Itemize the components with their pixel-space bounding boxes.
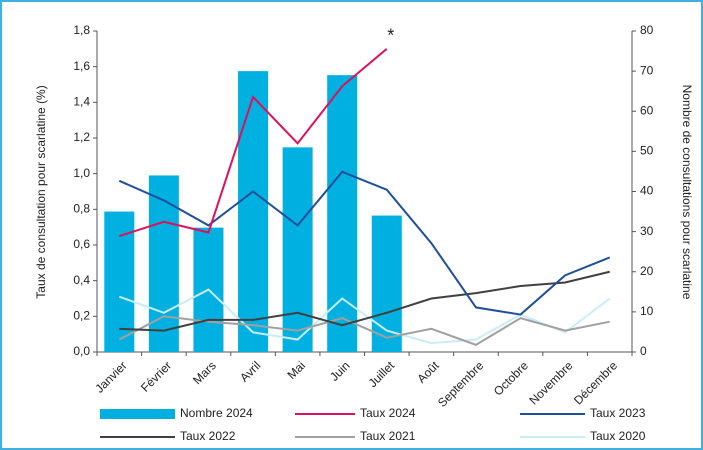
y2-tick-label: 50: [640, 144, 654, 158]
legend-swatch: [100, 409, 175, 419]
bar: [371, 215, 402, 352]
y2-tick-label: 0: [640, 344, 647, 358]
annotation: *: [387, 26, 394, 46]
line: [118, 48, 388, 238]
y-tick-label: 0,4: [73, 273, 90, 287]
y2-tick-label: 10: [640, 304, 654, 318]
bar: [148, 175, 179, 352]
bar: [238, 71, 269, 352]
bar: [282, 147, 313, 352]
line: [118, 170, 611, 316]
y2-tick-label: 20: [640, 264, 654, 278]
y-axis-title: Taux de consultation pour scarlatine (%): [34, 85, 48, 298]
y2-tick-label: 40: [640, 184, 654, 198]
y-tick-label: 0,0: [73, 344, 90, 358]
legend-label: Taux 2022: [180, 429, 236, 443]
legend-label: Taux 2024: [360, 406, 416, 420]
y-tick-label: 0,2: [73, 309, 90, 323]
bar: [327, 75, 358, 352]
y2-tick-label: 70: [640, 63, 654, 77]
y-tick-label: 0,8: [73, 202, 90, 216]
y-tick-label: 1,2: [73, 130, 90, 144]
y2-axis-title: Nombre de consultations pour scarlatine: [680, 85, 694, 300]
y-tick-label: 1,6: [73, 59, 90, 73]
legend-label: Nombre 2024: [180, 406, 253, 420]
y2-tick-label: 30: [640, 224, 654, 238]
legend-label: Taux 2023: [590, 406, 646, 420]
y-tick-label: 0,6: [73, 237, 90, 251]
line: [118, 288, 611, 345]
y-tick-label: 1,8: [73, 23, 90, 37]
legend-label: Taux 2021: [360, 429, 416, 443]
y2-tick-label: 60: [640, 103, 654, 117]
line: [119, 270, 610, 332]
y2-tick-label: 80: [640, 23, 654, 37]
y-tick-label: 1,4: [73, 95, 90, 109]
y-tick-label: 1,0: [73, 166, 90, 180]
legend-label: Taux 2020: [590, 429, 646, 443]
